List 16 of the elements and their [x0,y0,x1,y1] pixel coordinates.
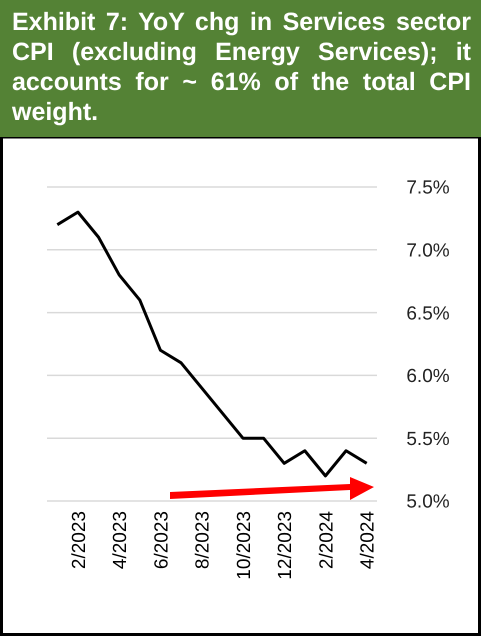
x-tick-label: 2/2023 [68,511,90,570]
x-tick-label: 10/2023 [234,511,255,580]
x-tick-label: 4/2023 [110,511,132,570]
x-tick-label: 6/2023 [151,511,172,570]
line-series [56,210,368,478]
y-tick-label: 5.5% [406,428,450,450]
y-tick-label: 6.0% [406,366,450,388]
x-tick-label: 2/2024 [316,510,338,570]
x-tick-label: 4/2024 [358,510,379,570]
chart-title: Exhibit 7: YoY chg in Services sector CPI (excluding Energy Services); it accounts for ~ 61% of the total CPI weight. [0,0,481,137]
x-tick-label: 12/2023 [275,511,296,580]
x-tick-label: 8/2023 [192,511,214,570]
y-tick-label: 7.0% [406,240,450,262]
y-tick-label: 7.5% [406,178,450,199]
y-tick-label: 5.0% [406,492,450,513]
y-tick-label: 6.5% [406,303,450,324]
